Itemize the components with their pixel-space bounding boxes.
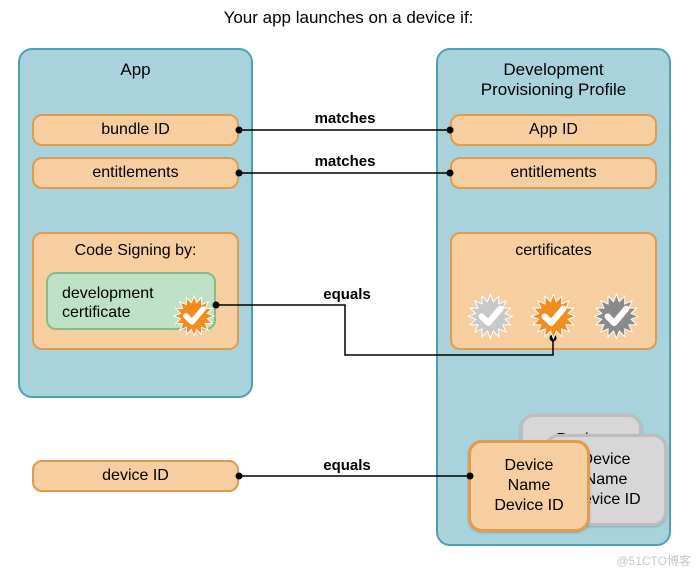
watermark: @51CTO博客: [616, 552, 691, 569]
certificate-badge-icon: [170, 292, 218, 340]
dev-front-l1: Device: [505, 456, 554, 476]
connector-label: equals: [302, 457, 392, 474]
device-id-label: device ID: [102, 467, 169, 485]
app-panel-title: App: [20, 50, 251, 92]
connector-label: matches: [300, 110, 390, 127]
dev-front-l2: Name: [508, 476, 551, 496]
app-id-label: App ID: [529, 121, 578, 139]
dev-front-l3: Device ID: [494, 496, 563, 516]
device-card-front: Device Name Device ID: [468, 440, 590, 532]
certificate-badge-icon: [464, 290, 517, 343]
pp-title-l1: Development: [503, 60, 603, 79]
entitlements-left-label: entitlements: [92, 164, 178, 182]
connector-label: equals: [302, 286, 392, 303]
provisioning-profile-title: Development Provisioning Profile: [438, 50, 669, 112]
entitlements-right-label: entitlements: [510, 164, 596, 182]
entitlements-left-box: entitlements: [32, 157, 239, 189]
certificate-badge-icon: [527, 290, 580, 343]
connector-label: matches: [300, 153, 390, 170]
bundle-id-box: bundle ID: [32, 114, 239, 146]
entitlements-right-box: entitlements: [450, 157, 657, 189]
dev-mid-l2: Name: [585, 470, 628, 490]
devcert-line1: development: [62, 285, 154, 302]
devcert-line2: certificate: [62, 304, 130, 321]
app-id-box: App ID: [450, 114, 657, 146]
code-signing-title: Code Signing by:: [34, 234, 237, 264]
diagram-title: Your app launches on a device if:: [0, 0, 697, 28]
bundle-id-label: bundle ID: [101, 121, 170, 139]
device-id-box: device ID: [32, 460, 239, 492]
certificate-badge-icon: [590, 290, 643, 343]
pp-title-l2: Provisioning Profile: [481, 80, 627, 99]
certificates-title: certificates: [452, 234, 655, 264]
